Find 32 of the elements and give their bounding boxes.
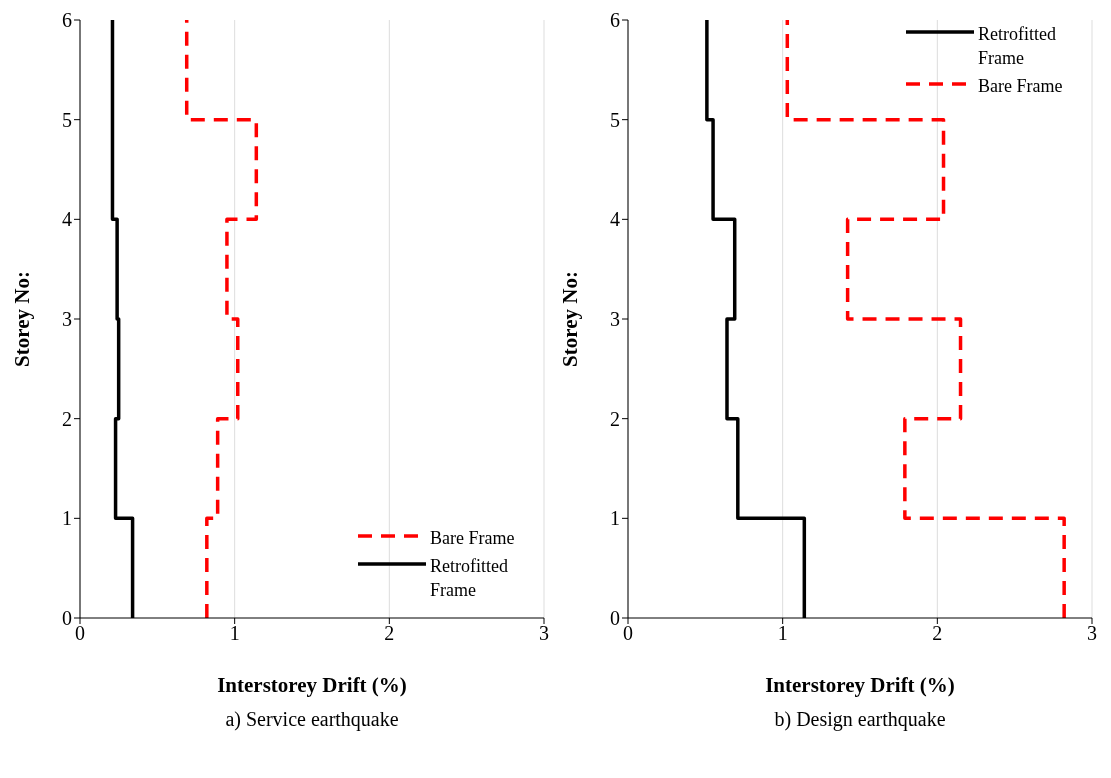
y-tick-label: 6: [610, 9, 620, 32]
line-series: [184, 20, 259, 618]
x-tick-label: 3: [539, 622, 549, 645]
line-series: [785, 20, 1066, 618]
x-axis-title: Interstorey Drift (%): [765, 673, 955, 697]
y-tick-label: 5: [610, 108, 620, 131]
x-tick-label: 2: [384, 622, 395, 645]
text: a) Service earthquake: [224, 708, 400, 731]
x-tick-label: 2: [932, 622, 943, 645]
y-tick-label: 2: [62, 407, 72, 430]
legend-label: Bare Frame: [430, 527, 516, 550]
x-axis-title: Interstorey Drift (%): [217, 673, 407, 697]
y-tick-label: 2: [610, 407, 620, 430]
legend-label: Retrofitted Frame: [430, 555, 509, 602]
y-tick-label: 3: [62, 308, 72, 331]
legend-label: Bare Frame: [978, 75, 1064, 98]
y-tick-label: 5: [62, 108, 72, 131]
y-axis-title: Storey No:: [558, 271, 583, 367]
y-tick-label: 4: [610, 208, 620, 231]
y-tick-label: 1: [610, 507, 620, 530]
x-tick-label: 1: [229, 622, 240, 645]
x-tick-label: 3: [1087, 622, 1097, 645]
y-tick-label: 0: [62, 607, 72, 630]
y-axis-title: Storey No:: [10, 271, 35, 367]
y-tick-label: 1: [62, 507, 72, 530]
y-tick-label: 3: [610, 308, 620, 331]
text: b) Design earthquake: [773, 708, 947, 731]
x-tick-label: 1: [777, 622, 788, 645]
y-tick-label: 4: [62, 208, 72, 231]
y-tick-label: 6: [62, 9, 72, 32]
y-tick-label: 0: [610, 607, 620, 630]
legend-label: Retrofitted Frame: [978, 23, 1057, 70]
